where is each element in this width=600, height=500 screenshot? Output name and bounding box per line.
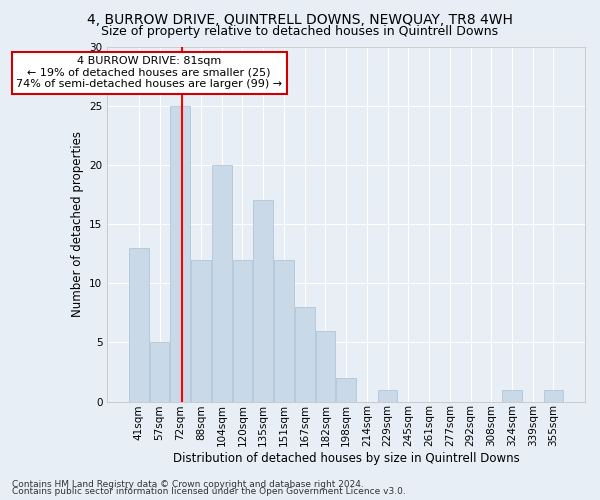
- Y-axis label: Number of detached properties: Number of detached properties: [71, 131, 83, 317]
- Bar: [191, 260, 211, 402]
- Bar: [378, 390, 397, 402]
- Bar: [233, 260, 253, 402]
- Bar: [336, 378, 356, 402]
- Bar: [253, 200, 273, 402]
- Bar: [149, 342, 169, 402]
- X-axis label: Distribution of detached houses by size in Quintrell Downs: Distribution of detached houses by size …: [173, 452, 520, 465]
- Text: Contains HM Land Registry data © Crown copyright and database right 2024.: Contains HM Land Registry data © Crown c…: [12, 480, 364, 489]
- Text: Contains public sector information licensed under the Open Government Licence v3: Contains public sector information licen…: [12, 488, 406, 496]
- Bar: [502, 390, 522, 402]
- Bar: [212, 165, 232, 402]
- Bar: [129, 248, 149, 402]
- Text: 4, BURROW DRIVE, QUINTRELL DOWNS, NEWQUAY, TR8 4WH: 4, BURROW DRIVE, QUINTRELL DOWNS, NEWQUA…: [87, 12, 513, 26]
- Bar: [170, 106, 190, 402]
- Bar: [316, 330, 335, 402]
- Bar: [295, 307, 314, 402]
- Bar: [544, 390, 563, 402]
- Bar: [274, 260, 294, 402]
- Text: Size of property relative to detached houses in Quintrell Downs: Size of property relative to detached ho…: [101, 25, 499, 38]
- Text: 4 BURROW DRIVE: 81sqm
← 19% of detached houses are smaller (25)
74% of semi-deta: 4 BURROW DRIVE: 81sqm ← 19% of detached …: [16, 56, 282, 89]
